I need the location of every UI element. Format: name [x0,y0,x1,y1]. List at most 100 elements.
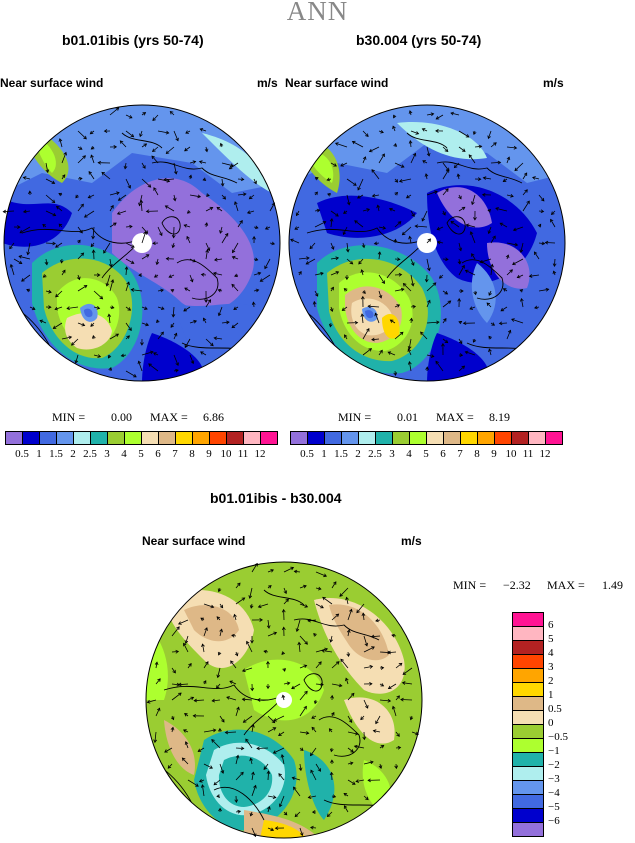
colorbar-right-swatch [528,431,546,445]
colorbar-left-swatch [5,431,23,445]
colorbar-left-tick-label: 12 [254,448,266,460]
colorbar-left-swatch [260,431,278,445]
colorbar-diff-tick-label: 0.5 [548,703,562,715]
colorbar-right-tick-label: 4 [406,448,412,460]
min-label-diff: MIN = [453,578,487,592]
colorbar-diff-tick-label: 3 [548,661,554,673]
colorbar-left-swatch [90,431,108,445]
colorbar-right-swatch [307,431,325,445]
colorbar-left-tick-label: 2.5 [83,448,97,460]
units-label-left: m/s [257,76,278,90]
polar-map-diff [145,561,423,839]
colorbar-right-swatch [545,431,563,445]
colorbar-left-tick-label: 9 [206,448,212,460]
colorbar-right-tick-label: 3 [389,448,395,460]
colorbar-right-swatch [375,431,393,445]
colorbar-left-swatch [158,431,176,445]
colorbar-right: 0.5 1 1.5 2 2.5 3 4 5 6 7 8 9 10 11 12 [290,431,563,463]
polar-map-right [288,104,566,382]
variable-label-diff: Near surface wind [142,534,246,548]
colorbar-left-tick-label: 10 [220,448,232,460]
colorbar-diff-swatch [512,752,544,767]
colorbar-left-tick-label: 0.5 [15,448,29,460]
colorbar-left-tick-label: 11 [237,448,249,460]
colorbar-left-swatch [22,431,40,445]
min-value-left: 0.00 [111,410,132,424]
colorbar-left-swatch [124,431,142,445]
max-value-diff: 1.49 [602,578,623,592]
variable-label-right: Near surface wind [285,76,389,90]
colorbar-right-swatch [341,431,359,445]
colorbar-right-swatch [290,431,308,445]
colorbar-left-swatch [39,431,57,445]
colorbar-diff-tick-label: −2 [548,759,560,771]
diff-panel-title: b01.01ibis - b30.004 [210,490,342,506]
colorbar-diff-swatch [512,640,544,655]
colorbar-right-tick-label: 12 [539,448,551,460]
colorbar-right-swatch [324,431,342,445]
colorbar-right-tick-label: 2 [355,448,361,460]
colorbar-right-swatch [511,431,529,445]
panel-title-right: b30.004 (yrs 50-74) [356,32,482,48]
colorbar-diff-swatch [512,612,544,627]
colorbar-left-tick-label: 1.5 [49,448,63,460]
max-label-diff: MAX = [547,578,585,592]
colorbar-left-tick-label: 5 [138,448,144,460]
units-label-right: m/s [543,76,564,90]
colorbar-right-swatch [358,431,376,445]
colorbar-left-swatch [73,431,91,445]
colorbar-right-swatch [443,431,461,445]
colorbar-right-swatch [409,431,427,445]
colorbar-right-tick-label: 10 [505,448,517,460]
colorbar-diff-swatch [512,668,544,683]
colorbar-diff-swatch [512,724,544,739]
variable-label-left: Near surface wind [0,76,104,90]
colorbar-left-tick-label: 3 [104,448,110,460]
colorbar-right-tick-label: 5 [423,448,429,460]
colorbar-left-swatch [226,431,244,445]
colorbar-right-tick-label: 6 [440,448,446,460]
colorbar-right-tick-label: 11 [522,448,534,460]
colorbar-left-tick-label: 8 [189,448,195,460]
colorbar-left-swatch [141,431,159,445]
colorbar-right-tick-label: 1 [321,448,327,460]
colorbar-diff-swatch [512,710,544,725]
colorbar-diff-swatch [512,794,544,809]
colorbar-diff-swatch [512,626,544,641]
colorbar-right-tick-label: 8 [474,448,480,460]
colorbar-diff-tick-label: −6 [548,815,560,827]
colorbar-diff-tick-label: 5 [548,633,554,645]
colorbar-diff-swatch [512,682,544,697]
panel-title-left: b01.01ibis (yrs 50-74) [62,32,204,48]
colorbar-right-swatch [460,431,478,445]
colorbar-left-tick-label: 4 [121,448,127,460]
colorbar-left-swatch [107,431,125,445]
units-label-diff: m/s [401,534,422,548]
colorbar-right-tick-label: 0.5 [300,448,314,460]
colorbar-right-swatch [477,431,495,445]
polar-map-left [2,104,281,382]
colorbar-left-swatch [175,431,193,445]
colorbar-left-swatch [56,431,74,445]
colorbar-right-tick-label: 2.5 [368,448,382,460]
colorbar-left-swatch [192,431,210,445]
colorbar-right-tick-label: 7 [457,448,463,460]
colorbar-diff-tick-label: 0 [548,717,554,729]
colorbar-right-tick-label: 1.5 [334,448,348,460]
colorbar-left: 0.5 1 1.5 2 2.5 3 4 5 6 7 8 9 10 11 12 [5,431,278,463]
page-title: ANN [286,0,349,26]
colorbar-diff-swatch [512,696,544,711]
colorbar-diff-tick-label: −1 [548,745,560,757]
colorbar-right-swatch [426,431,444,445]
colorbar-diff-tick-label: −5 [548,801,560,813]
colorbar-left-tick-label: 2 [70,448,76,460]
colorbar-left-tick-label: 6 [155,448,161,460]
colorbar-diff-tick-label: 6 [548,619,554,631]
max-label-left: MAX = [150,410,188,424]
colorbar-diff-tick-label: 1 [548,689,554,701]
colorbar-right-tick-label: 9 [491,448,497,460]
colorbar-left-tick-label: 1 [36,448,42,460]
colorbar-left-swatch [209,431,227,445]
colorbar-diff-tick-label: −0.5 [548,731,568,743]
max-label-right: MAX = [436,410,474,424]
